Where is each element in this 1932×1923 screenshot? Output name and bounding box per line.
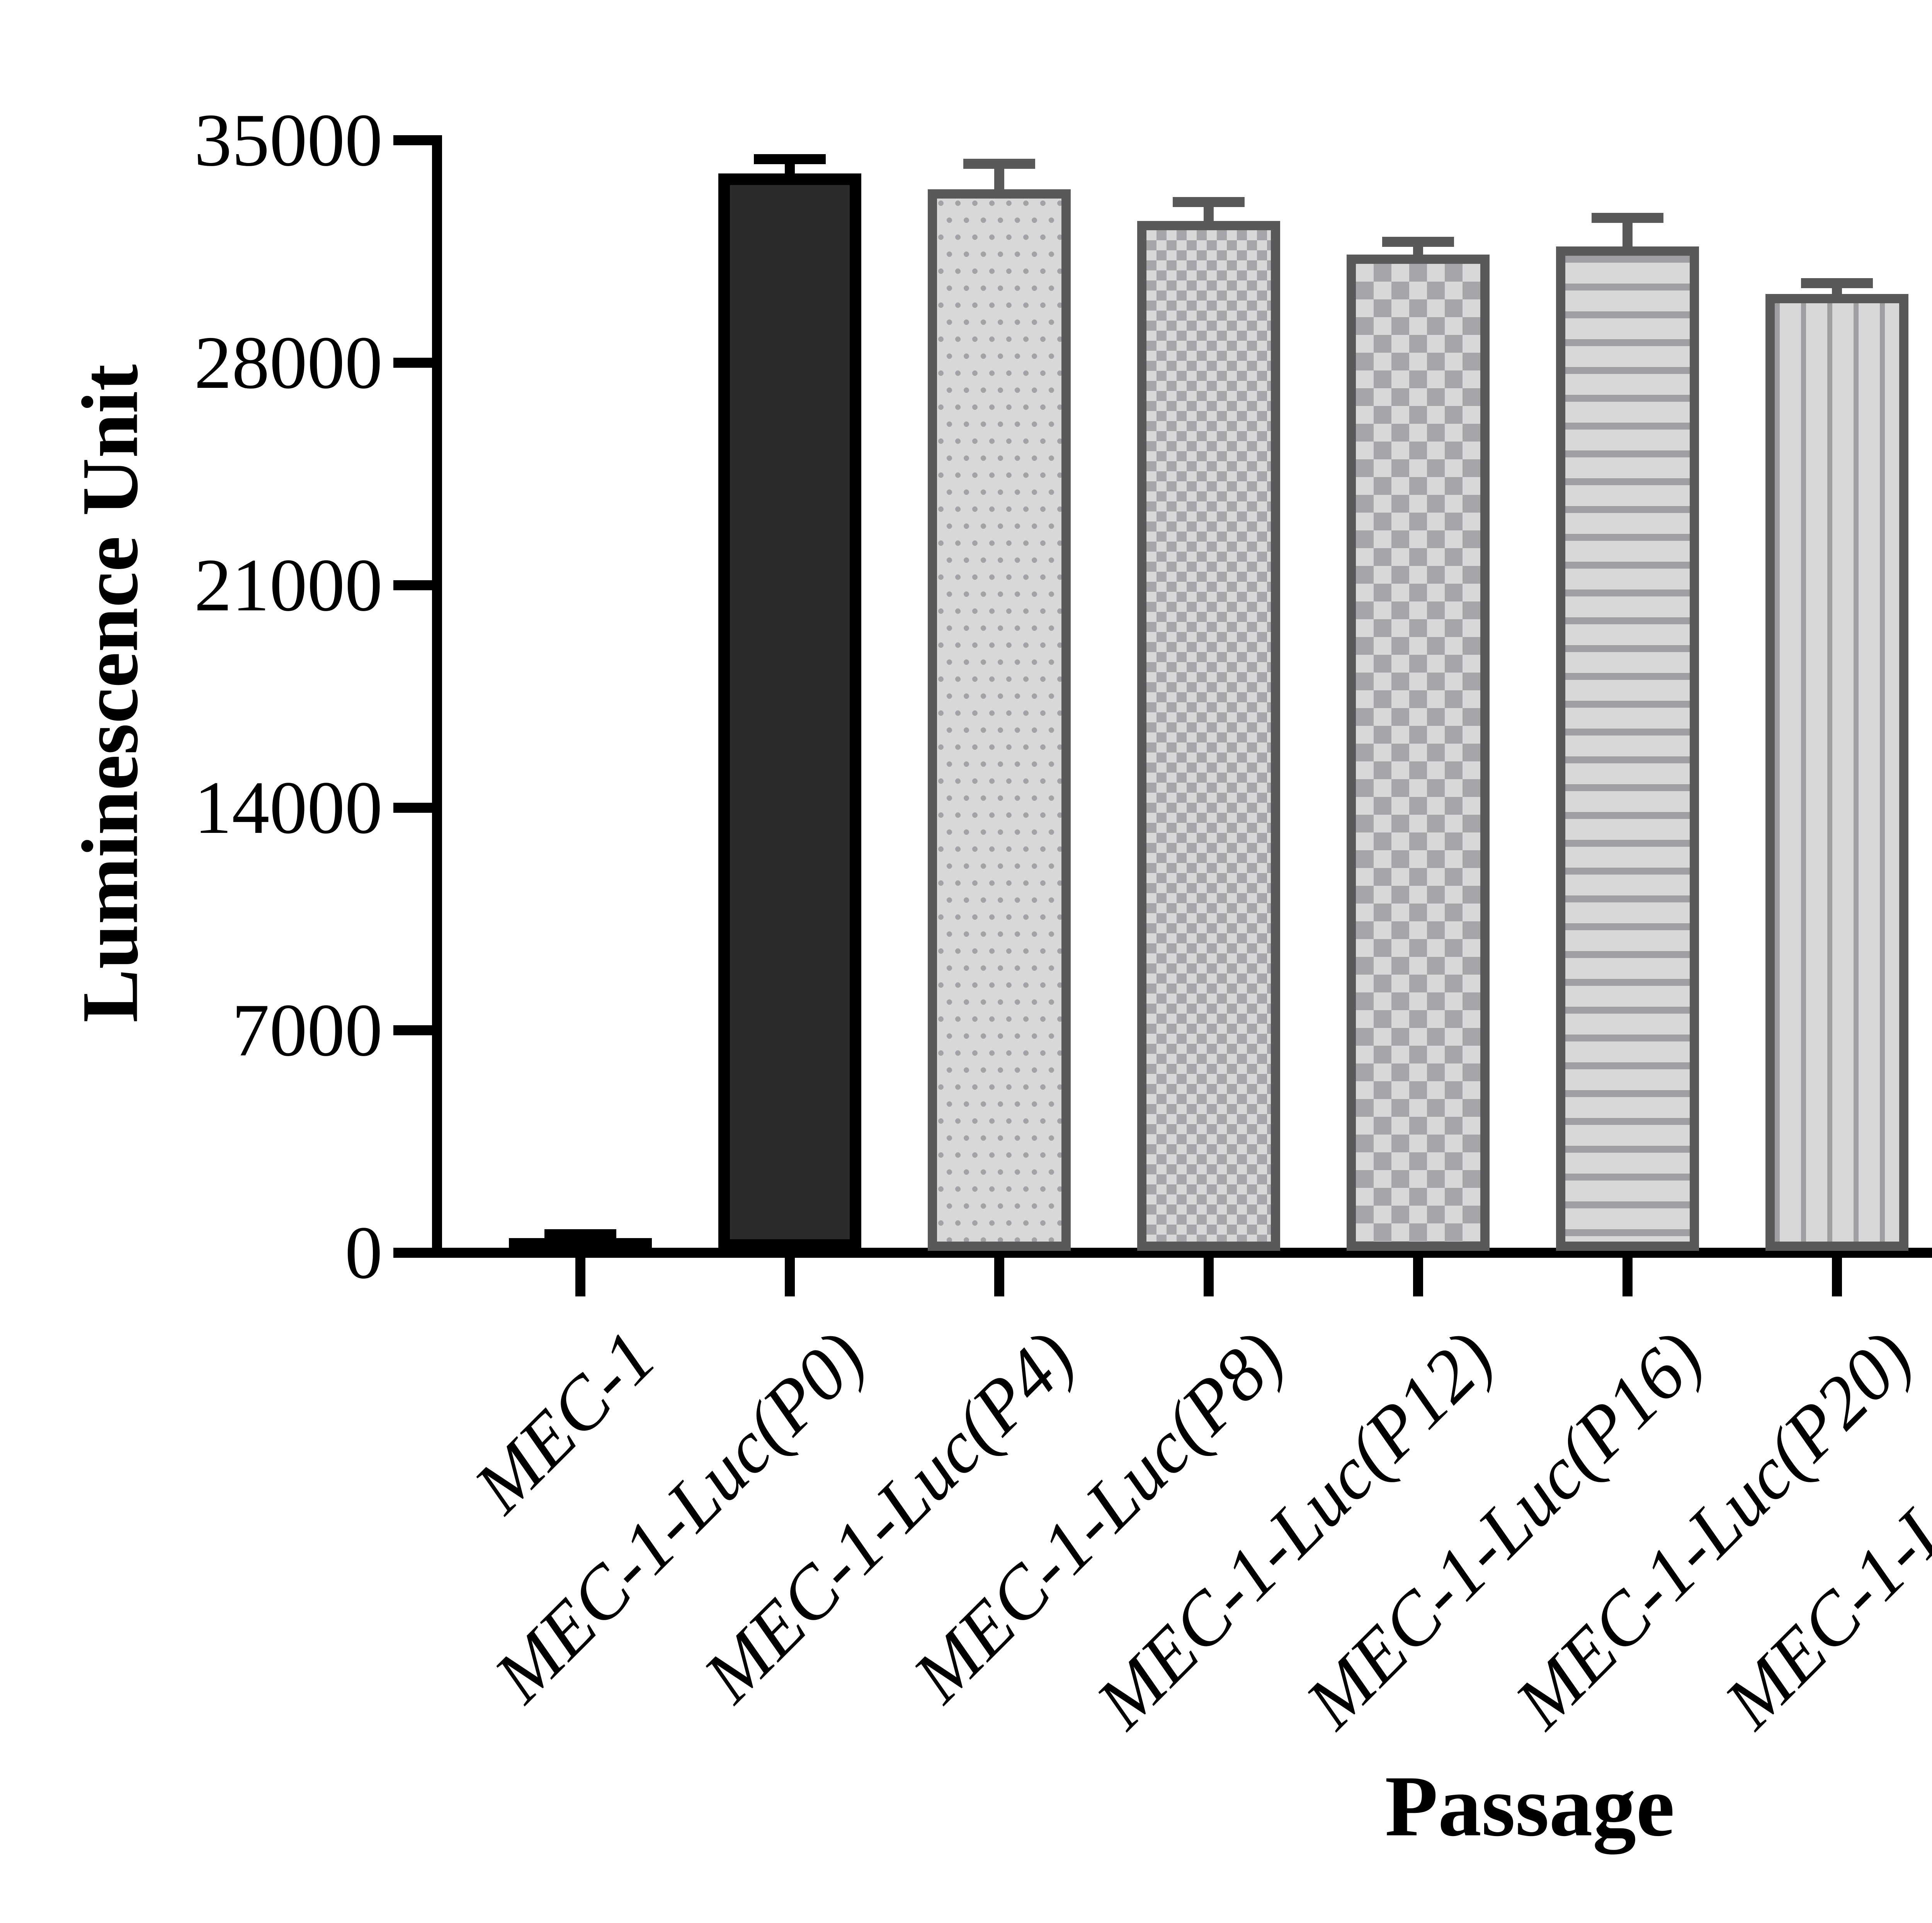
- y-tick: [393, 803, 432, 813]
- x-tick: [1204, 1258, 1214, 1296]
- x-tick: [785, 1258, 795, 1296]
- bar-MEC-1-Luc(P16): [1556, 246, 1699, 1251]
- y-tick: [393, 580, 432, 590]
- bar-MEC-1-Luc(P20): [1765, 294, 1908, 1251]
- y-tick: [393, 1248, 432, 1258]
- y-axis-title: Luminescence Unit: [65, 364, 155, 1023]
- y-tick-label: 14000: [194, 766, 383, 849]
- bar-MEC-1-Luc(P0): [718, 173, 861, 1251]
- y-tick-label: 35000: [194, 99, 383, 182]
- y-tick: [393, 135, 432, 145]
- y-tick-label: 28000: [194, 321, 383, 404]
- bar-MEC-1: [509, 1238, 652, 1257]
- error-bar-cap: [754, 154, 826, 164]
- x-tick: [1832, 1258, 1842, 1296]
- x-tick: [994, 1258, 1004, 1296]
- bar-MEC-1-Luc(P4): [928, 189, 1071, 1251]
- y-axis-line: [432, 135, 442, 1258]
- x-tick: [575, 1258, 585, 1296]
- error-bar-cap: [963, 159, 1035, 169]
- error-bar-cap: [1173, 197, 1245, 207]
- y-tick: [393, 1025, 432, 1035]
- bar-MEC-1-Luc(P12): [1347, 254, 1490, 1251]
- x-tick: [1622, 1258, 1633, 1296]
- bar-MEC-1-Luc(P8): [1137, 221, 1280, 1251]
- error-bar-cap: [544, 1229, 616, 1240]
- y-tick-label: 0: [345, 1211, 383, 1294]
- error-bar-cap: [1801, 278, 1873, 288]
- y-tick-label: 7000: [232, 989, 383, 1072]
- error-bar-cap: [1382, 236, 1454, 247]
- x-axis-title: Passage: [1385, 1758, 1675, 1854]
- y-tick: [393, 358, 432, 368]
- x-tick: [1413, 1258, 1423, 1296]
- error-bar-cap: [1592, 212, 1663, 223]
- y-tick-label: 21000: [194, 544, 383, 627]
